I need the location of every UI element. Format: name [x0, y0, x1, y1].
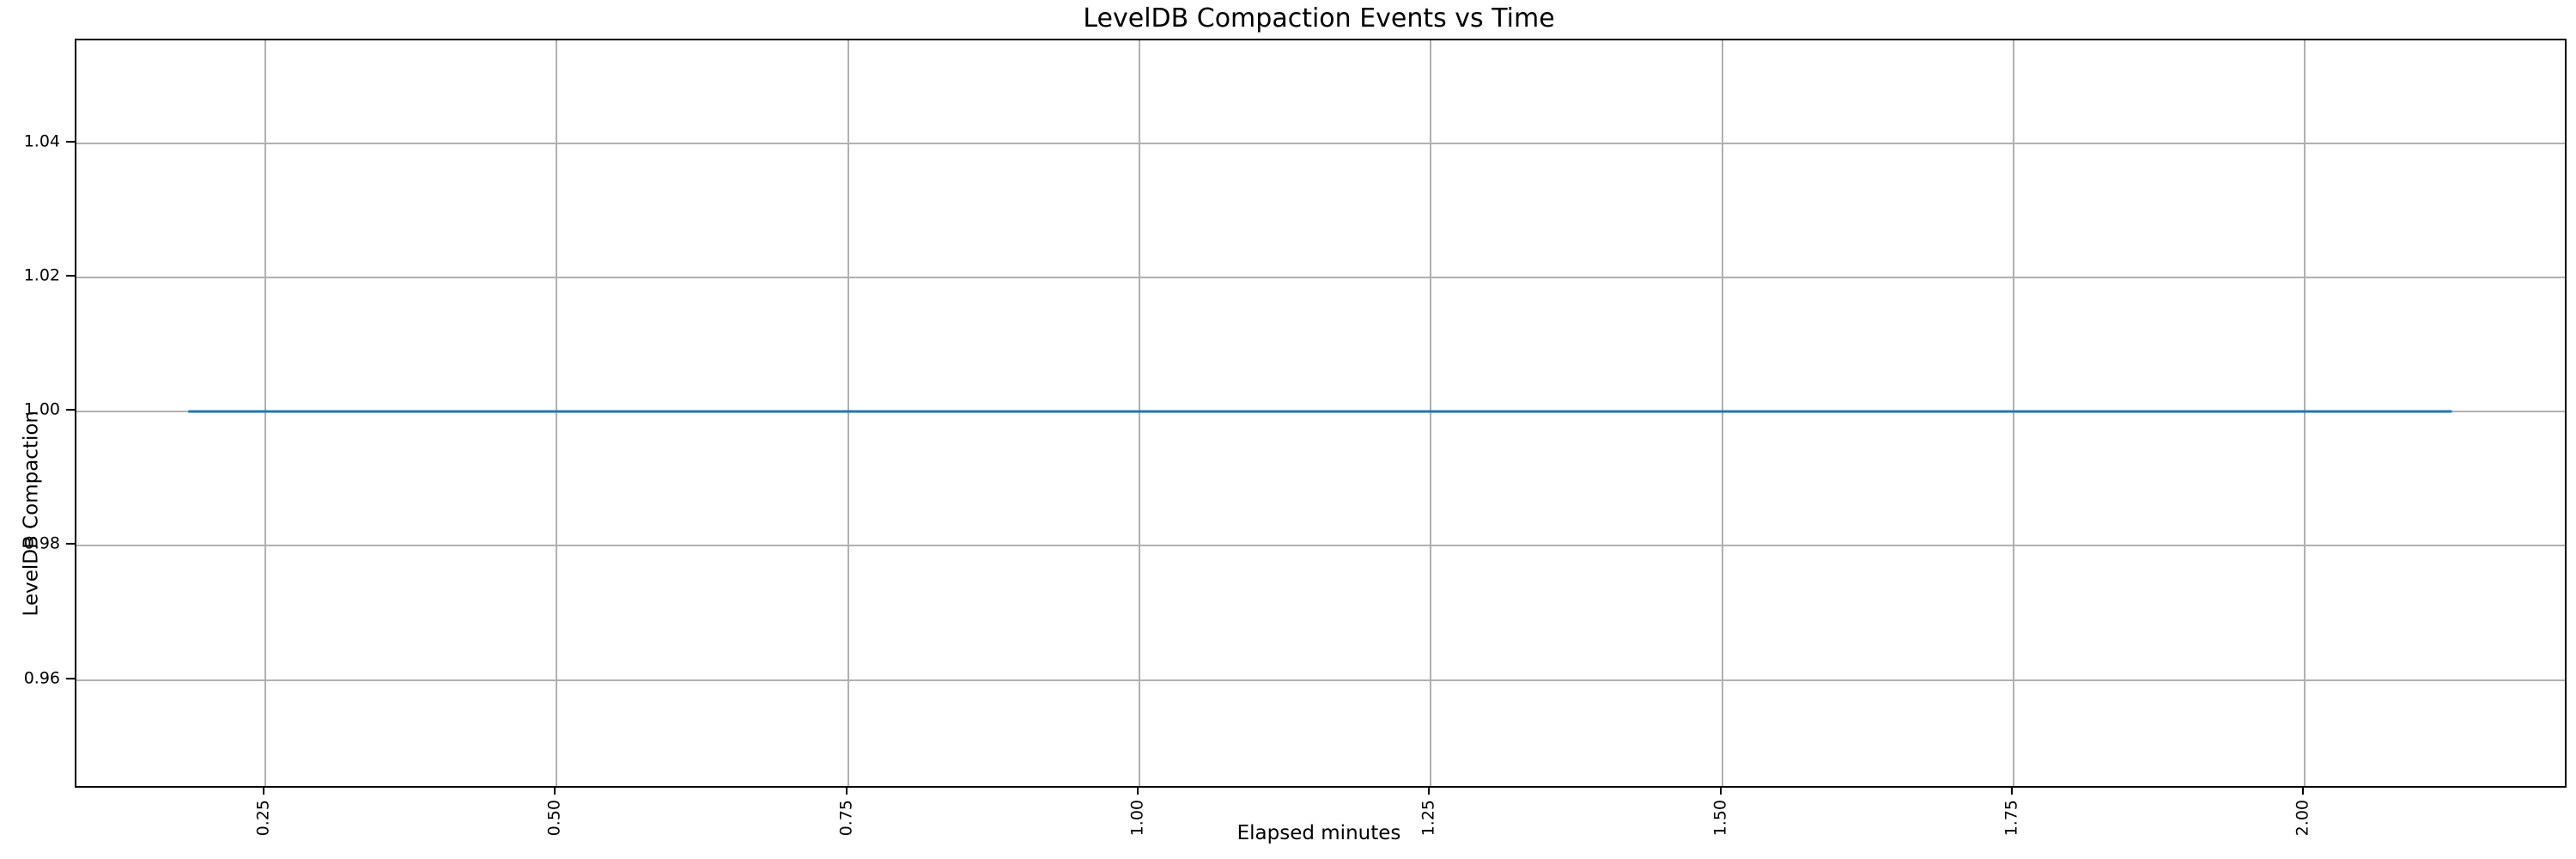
x-tick-mark — [262, 786, 264, 795]
y-gridline — [76, 679, 2565, 681]
y-tick-label: 1.02 — [23, 265, 60, 285]
x-gridline — [556, 40, 558, 786]
x-tick-mark — [554, 786, 556, 795]
y-axis-label: LevelDB Compaction — [20, 411, 43, 617]
x-axis-label: Elapsed minutes — [1236, 822, 1401, 844]
chart-title: LevelDB Compaction Events vs Time — [1083, 3, 1555, 34]
y-tick-label: 0.96 — [23, 668, 60, 688]
y-gridline — [76, 276, 2565, 278]
x-tick-mark — [1719, 786, 1722, 795]
y-gridline — [76, 545, 2565, 547]
y-tick-mark — [66, 677, 75, 679]
x-gridline — [264, 40, 266, 786]
x-tick-mark — [845, 786, 848, 795]
x-tick-mark — [2302, 786, 2305, 795]
y-gridline — [76, 142, 2565, 144]
y-tick-mark — [66, 140, 75, 143]
x-gridline — [2304, 40, 2306, 786]
y-tick-label: 1.00 — [23, 399, 60, 419]
data-line-layer — [188, 410, 2452, 413]
x-tick-mark — [1428, 786, 1431, 795]
x-gridline — [1721, 40, 1723, 786]
plot-area — [75, 39, 2567, 788]
y-tick-label: 0.98 — [23, 533, 60, 553]
y-tick-mark — [66, 274, 75, 277]
x-gridline — [847, 40, 849, 786]
y-tick-mark — [66, 543, 75, 545]
x-tick-mark — [1136, 786, 1139, 795]
x-tick-mark — [2010, 786, 2013, 795]
x-gridline — [1430, 40, 1432, 786]
x-gridline — [1138, 40, 1140, 786]
y-tick-label: 1.04 — [23, 131, 60, 151]
y-tick-mark — [66, 409, 75, 411]
x-gridline — [2012, 40, 2014, 786]
